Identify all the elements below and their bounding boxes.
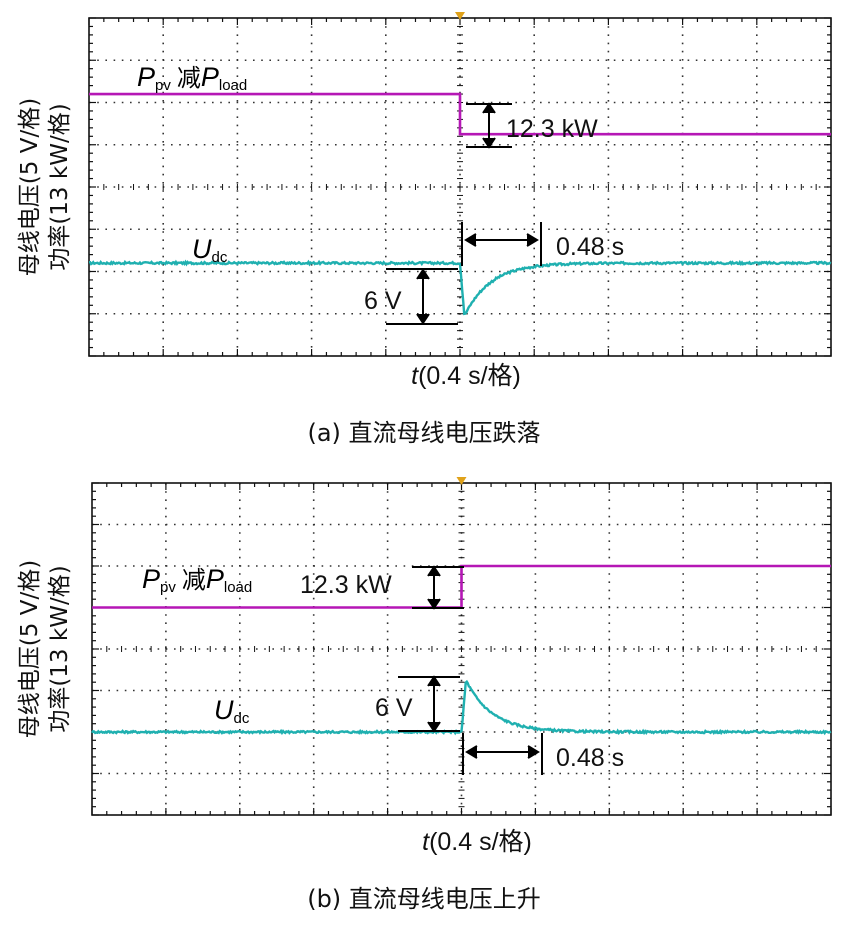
series-line-pvload-b [92,564,831,609]
power-step-annotation-b [412,565,464,610]
recovery-time-label-a: 0.48 s [556,233,624,261]
series-label-udc-b: Udc [214,695,250,727]
x-axis-var-b: t [422,828,430,856]
panel-b: 12.3 kW 6 V 0.48 s Ppv 减Pload Udc 母线电压(5 … [17,477,832,913]
power-step-annotation-a [466,102,512,149]
caption-b: (b) 直流母线电压上升 [307,885,541,913]
series-line-udc-b [91,679,832,736]
voltage-dev-label-b: 6 V [375,694,413,722]
trigger-marker-b [456,477,467,485]
x-axis-label-b: t(0.4 s/格) [422,828,532,856]
series-label-pvload-a: Ppv 减Pload [137,62,247,94]
recovery-time-label-b: 0.48 s [556,744,624,772]
series-line-udc-a [89,259,832,316]
power-step-label-a: 12.3 kW [506,115,598,143]
recovery-time-annotation-b [462,733,543,775]
voltage-dev-annotation-a [386,268,458,325]
series-label-udc-a: Udc [192,234,228,266]
voltage-dev-annotation-b [398,675,460,733]
grid-a [89,18,831,356]
series-line-pvload-a [89,92,831,136]
y-axis-label-voltage-b: 母线电压(5 V/格) [17,560,43,738]
voltage-dev-label-a: 6 V [364,287,402,315]
y-axis-label-voltage-a: 母线电压(5 V/格) [17,98,43,276]
caption-a: (a) 直流母线电压跌落 [307,419,540,447]
axis-ticks-a [88,17,832,357]
y-axis-label-power-a: 功率(13 kW/格) [47,103,73,270]
x-axis-unit-a: (0.4 s/格) [418,362,521,390]
x-axis-unit-b: (0.4 s/格) [429,828,532,856]
power-step-label-b: 12.3 kW [300,571,392,599]
recovery-time-annotation-a [461,222,542,266]
trigger-marker-a [455,12,465,20]
panel-a: 12.3 kW 6 V 0.48 s Ppv 减Pload Udc 母线电压(5 … [17,12,832,447]
x-axis-var-a: t [411,362,419,390]
series-label-pvload-b: Ppv 减Pload [142,564,252,596]
axis-ticks-b [91,482,832,816]
x-axis-label-a: t(0.4 s/格) [411,362,521,390]
y-axis-label-power-b: 功率(13 kW/格) [47,565,73,732]
